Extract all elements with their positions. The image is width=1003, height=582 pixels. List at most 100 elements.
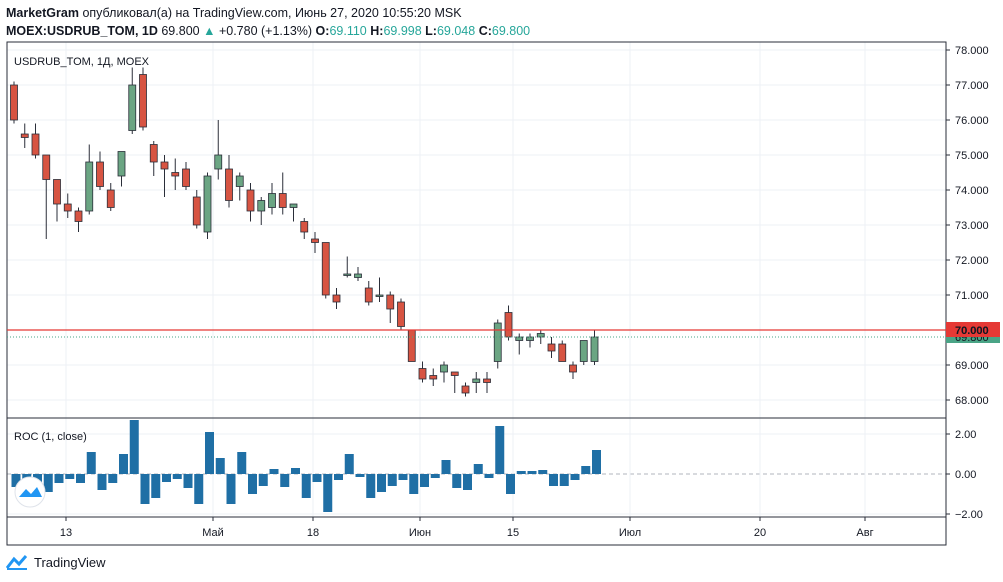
candle[interactable] (364, 281, 373, 306)
roc-bar[interactable] (463, 474, 472, 490)
candle[interactable] (63, 193, 72, 219)
roc-bar[interactable] (162, 474, 171, 482)
candle[interactable] (343, 256, 352, 278)
roc-bar[interactable] (301, 474, 311, 498)
candle[interactable] (461, 382, 470, 397)
roc-bar[interactable] (484, 474, 494, 478)
roc-bar[interactable] (387, 474, 397, 486)
roc-bar[interactable] (334, 474, 343, 480)
roc-bar[interactable] (420, 474, 429, 487)
candle[interactable] (214, 120, 223, 180)
candle[interactable] (289, 203, 298, 222)
candle[interactable] (332, 288, 341, 309)
roc-bar[interactable] (151, 474, 161, 498)
roc-bar[interactable] (129, 420, 139, 474)
roc-bar[interactable] (441, 460, 451, 474)
roc-bar[interactable] (506, 474, 515, 494)
candle[interactable] (257, 197, 266, 225)
roc-bar[interactable] (205, 432, 214, 474)
candle[interactable] (526, 333, 534, 348)
roc-bar[interactable] (570, 474, 580, 480)
candle[interactable] (192, 190, 201, 229)
roc-bar[interactable] (183, 474, 193, 488)
candle[interactable] (106, 183, 115, 211)
roc-bar[interactable] (495, 426, 505, 474)
candle[interactable] (42, 154, 51, 239)
candle[interactable] (171, 158, 180, 191)
candle[interactable] (10, 81, 18, 124)
roc-bar[interactable] (11, 474, 21, 487)
candle[interactable] (74, 207, 83, 233)
roc-bar[interactable] (108, 474, 118, 483)
roc-bar[interactable] (65, 474, 75, 479)
candle[interactable] (149, 141, 158, 176)
roc-bar[interactable] (237, 452, 247, 474)
candle[interactable] (515, 333, 524, 355)
candle[interactable] (311, 232, 319, 253)
roc-bar[interactable] (473, 464, 483, 474)
roc-bar[interactable] (516, 471, 526, 474)
candle[interactable] (547, 337, 556, 358)
roc-bar[interactable] (366, 474, 376, 498)
roc-bar[interactable] (280, 474, 290, 487)
roc-bar[interactable] (248, 474, 257, 494)
roc-bar[interactable] (291, 468, 300, 474)
candle[interactable] (429, 368, 438, 387)
candle[interactable] (203, 172, 212, 240)
candle[interactable] (278, 172, 287, 215)
roc-bar[interactable] (377, 474, 386, 492)
roc-bar[interactable] (86, 452, 96, 474)
candle[interactable] (96, 151, 104, 191)
roc-bar[interactable] (54, 474, 64, 483)
roc-bar[interactable] (194, 474, 204, 504)
candle[interactable] (569, 361, 577, 380)
candle[interactable] (536, 330, 545, 344)
roc-bar[interactable] (43, 474, 53, 492)
candle[interactable] (117, 151, 126, 187)
roc-bar[interactable] (226, 474, 236, 504)
roc-bar[interactable] (269, 469, 279, 474)
candle[interactable] (235, 172, 244, 201)
candle[interactable] (139, 67, 147, 131)
roc-bar[interactable] (549, 474, 558, 486)
candle[interactable] (354, 267, 362, 281)
roc-bar[interactable] (215, 458, 225, 474)
roc-bar[interactable] (559, 474, 569, 486)
roc-bar[interactable] (581, 466, 591, 474)
candle[interactable] (375, 277, 384, 303)
roc-bar[interactable] (527, 471, 537, 474)
candle[interactable] (450, 371, 459, 393)
roc-bar[interactable] (452, 474, 462, 488)
footer-brand[interactable]: TradingView (34, 554, 106, 570)
roc-bar[interactable] (323, 474, 333, 512)
roc-bar[interactable] (398, 474, 408, 480)
candle[interactable] (397, 298, 405, 331)
roc-bar[interactable] (344, 454, 354, 474)
candle[interactable] (225, 155, 233, 208)
roc-bar[interactable] (355, 474, 365, 477)
candle[interactable] (246, 183, 255, 222)
candle[interactable] (483, 372, 491, 393)
roc-bar[interactable] (140, 474, 150, 504)
candle[interactable] (493, 319, 502, 369)
candle[interactable] (321, 242, 330, 299)
candle[interactable] (53, 179, 61, 222)
candle[interactable] (268, 183, 276, 215)
roc-bar[interactable] (76, 474, 85, 483)
candle[interactable] (128, 67, 137, 135)
candle[interactable] (386, 291, 395, 324)
candle[interactable] (418, 361, 427, 383)
roc-bar[interactable] (312, 474, 322, 482)
candle[interactable] (182, 162, 190, 190)
roc-bar[interactable] (172, 474, 182, 479)
roc-bar[interactable] (258, 474, 268, 486)
candle[interactable] (407, 329, 416, 362)
roc-bar[interactable] (592, 450, 601, 474)
roc-bar[interactable] (119, 454, 128, 474)
candle[interactable] (579, 340, 588, 366)
roc-bar[interactable] (538, 470, 548, 474)
candle[interactable] (590, 330, 599, 365)
roc-bar[interactable] (97, 474, 107, 490)
candle[interactable] (504, 305, 513, 341)
